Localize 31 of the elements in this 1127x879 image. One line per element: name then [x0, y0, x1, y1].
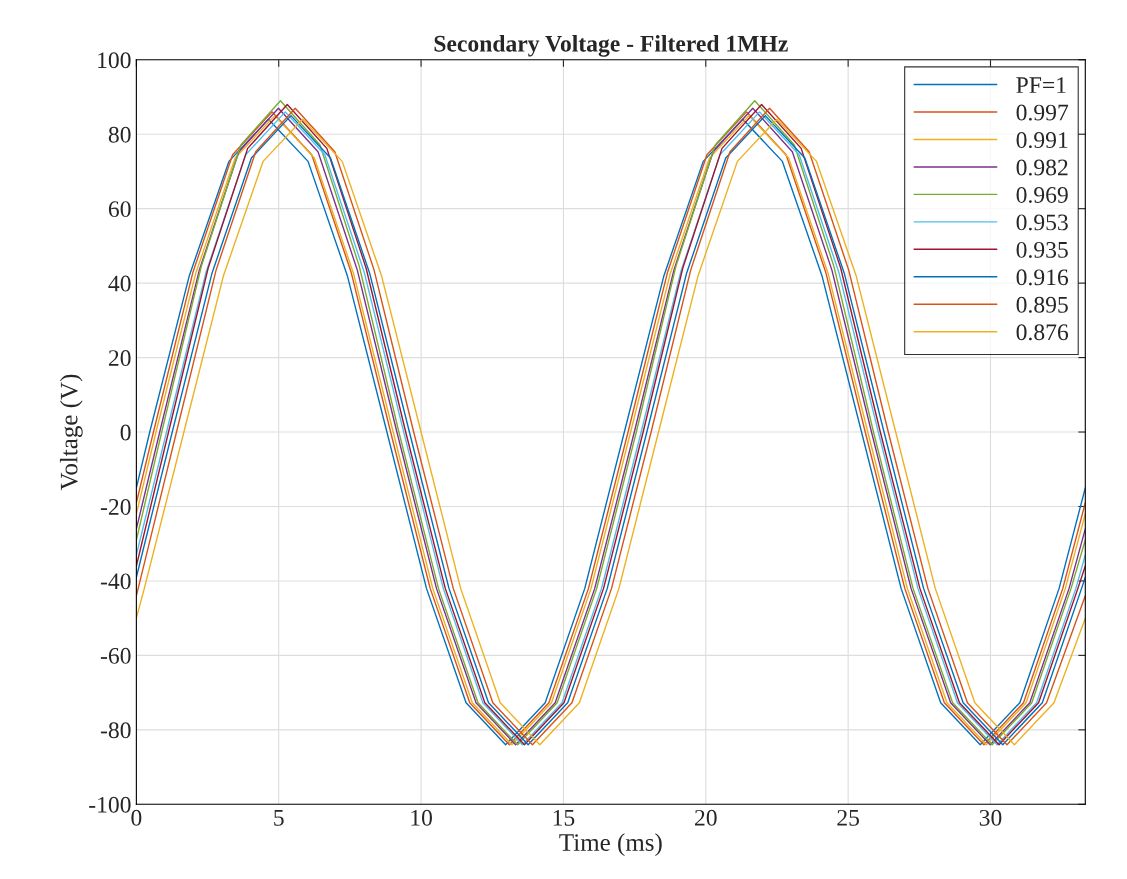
y-tick-label: -100: [89, 796, 131, 813]
x-tick-label: 0: [131, 809, 142, 826]
y-tick-label: 20: [108, 350, 131, 366]
x-axis-title: Time (ms): [559, 833, 662, 857]
legend-label: 0.935: [1016, 241, 1068, 258]
legend-label: 0.953: [1016, 214, 1068, 231]
y-tick-label: 80: [108, 126, 131, 143]
legend-label: 0.969: [1016, 186, 1068, 203]
y-tick-label: -60: [100, 647, 131, 664]
legend-label: 0.876: [1016, 324, 1069, 341]
y-tick-label: 60: [108, 201, 131, 218]
legend-label: PF=1: [1016, 77, 1066, 93]
x-tick-label: 15: [553, 809, 575, 826]
x-tick-label: 20: [695, 809, 717, 826]
y-axis-title: Voltage (V): [59, 374, 83, 491]
x-tick-label: 5: [274, 810, 284, 826]
chart-title: Secondary Voltage - Filtered 1MHz: [434, 35, 788, 57]
y-tick-label: 100: [98, 52, 131, 69]
legend-label: 0.895: [1016, 296, 1068, 313]
y-tick-label: -40: [100, 573, 131, 590]
legend-label: 0.997: [1016, 104, 1069, 121]
x-tick-label: 10: [411, 809, 432, 826]
y-tick-label: 40: [108, 275, 131, 292]
y-tick-label: -80: [100, 722, 131, 739]
legend-label: 0.991: [1016, 132, 1068, 149]
legend-label: 0.982: [1016, 159, 1068, 176]
x-tick-label: 30: [979, 809, 1002, 826]
x-tick-label: 25: [837, 809, 860, 826]
legend-label: 0.916: [1016, 269, 1069, 286]
y-tick-label: -20: [100, 498, 131, 515]
y-tick-label: 0: [120, 424, 131, 441]
